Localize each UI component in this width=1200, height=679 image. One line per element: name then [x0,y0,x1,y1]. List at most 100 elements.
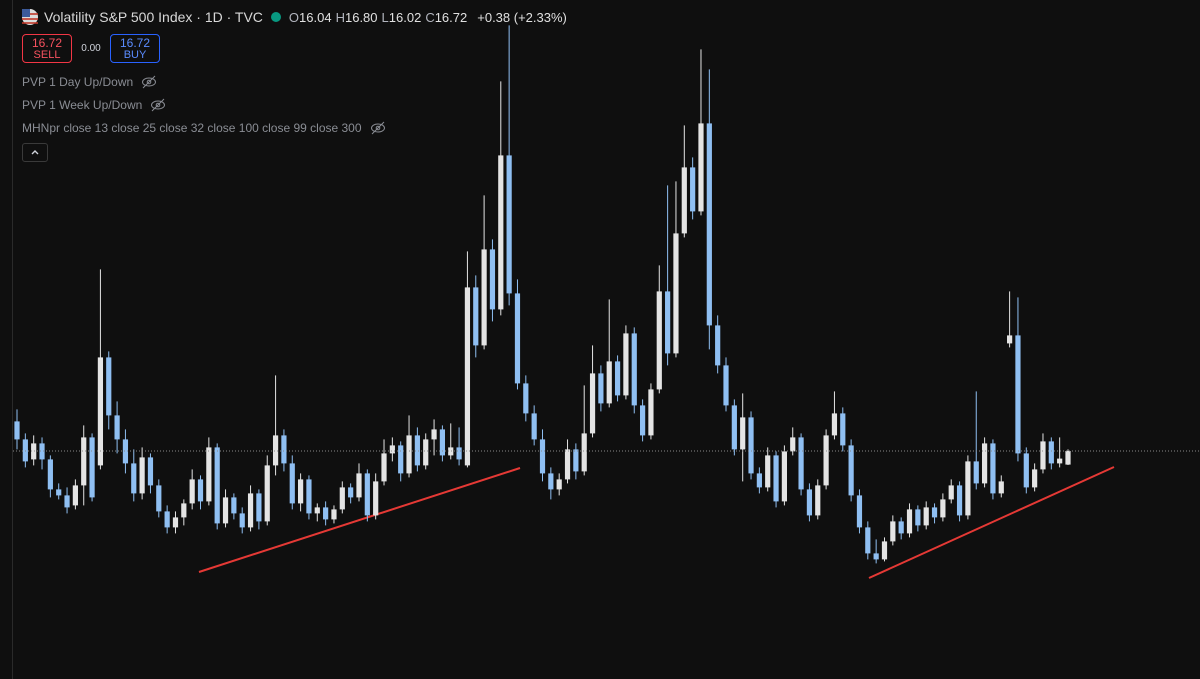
candle-body [139,457,145,494]
indicator[interactable]: PVP 1 Week Up/Down [22,98,166,112]
candle-body [514,293,521,384]
candle-body [815,485,821,516]
candle-body [614,361,621,396]
ohlc-label: C [425,9,435,25]
candle-body [973,461,979,484]
candle-body [56,489,62,496]
candle-body [381,453,387,482]
candle-body [298,479,304,504]
candle-body [323,507,329,520]
indicator[interactable]: MHNpr close 13 close 25 close 32 close 1… [22,121,386,135]
symbol-title[interactable]: Volatility S&P 500 Index · 1D · TVC [44,9,263,25]
candle-body [398,445,404,474]
candle-body [948,485,954,500]
candle-body [531,413,537,440]
candle-body [848,445,854,496]
candle-body [114,415,120,440]
candle-body [548,473,554,490]
candle-body [598,373,604,404]
candle-body [81,437,87,486]
candle-body [798,437,804,490]
candle-body [414,435,420,466]
trade-buttons: 16.72 SELL 0.00 16.72 BUY [22,34,160,63]
ohlc-value: 16.02 [388,9,422,25]
buy-price: 16.72 [119,36,151,50]
trend-line [868,466,1115,579]
candle-body [373,481,379,516]
candle-body [523,383,529,414]
spread: 0.00 [81,43,101,54]
candle-body [956,485,963,516]
ohlc-readout: O16.04 H16.80 L16.02 C16.72 [289,10,471,25]
candle-body [448,447,454,456]
candle-body [648,389,654,436]
candle-body [47,459,53,490]
candle-body [498,155,504,310]
candle-body [623,333,629,396]
candle-body [97,357,104,466]
collapse-button[interactable] [22,143,48,162]
candle-body [1057,458,1063,464]
candle-body [656,291,662,390]
candle-body [898,521,904,534]
candle-body [865,527,871,554]
candle-body [631,333,637,406]
candle-body [748,417,754,474]
candle-body [172,517,179,528]
candle-body [923,507,929,526]
candle-body [272,435,279,466]
candle-body [31,443,37,460]
candle-body [147,457,154,486]
hidden-icon[interactable] [370,121,386,135]
hidden-icon[interactable] [141,75,157,89]
candle-body [806,489,813,516]
indicator-name: MHNpr close 13 close 25 close 32 close 1… [22,121,362,135]
candle-body [856,495,863,528]
candle-body [481,249,487,346]
candle-body [72,485,78,506]
candle-body [222,497,229,524]
buy-button[interactable]: 16.72 BUY [110,34,160,63]
candle-body [423,439,429,466]
candle-body [673,233,679,354]
trend-line [198,467,521,573]
candle-body [506,155,512,294]
candle-body [131,463,137,494]
candle-body [773,455,779,502]
sell-price: 16.72 [31,36,63,50]
flag-icon [22,9,38,25]
candle-body [573,449,579,472]
candle-body [1007,335,1013,344]
candle-body [356,473,362,498]
candle-body [940,499,946,518]
candle-body [64,495,70,508]
ohlc-label: O [288,9,300,25]
buy-label: BUY [123,49,147,61]
candle-body [289,463,295,504]
candle-body [690,167,696,212]
candle-body [731,405,737,450]
candle-body [681,167,687,234]
candle-body [965,461,971,516]
candle-body [740,417,746,450]
candle-body [189,479,195,504]
chevron-icon [31,150,39,155]
indicator[interactable]: PVP 1 Day Up/Down [22,75,157,89]
candle-body [1040,441,1046,470]
candle-body [831,413,838,436]
candle-body [247,493,254,528]
candle-body [281,435,287,464]
candle-body [990,443,996,494]
candle-body [14,421,20,440]
candle-body [331,509,337,520]
candle-body [981,443,988,484]
candle-body [1065,451,1071,465]
sell-button[interactable]: 16.72 SELL [22,34,72,63]
candle-body [564,449,571,480]
hidden-icon[interactable] [150,98,166,112]
indicator-name: PVP 1 Week Up/Down [22,98,143,112]
candle-body [106,357,112,416]
candle-body [22,439,28,462]
